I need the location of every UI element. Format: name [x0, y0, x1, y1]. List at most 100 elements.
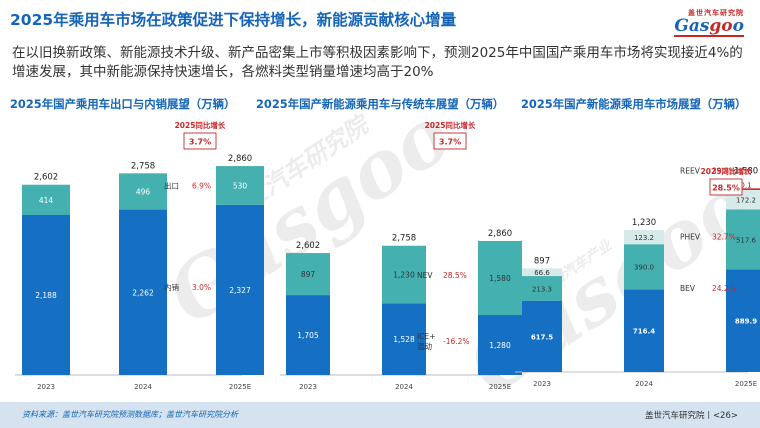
chart-3-xtick-2024: 2024	[635, 380, 653, 388]
chart-1-total-2025E: 2,860	[228, 154, 252, 164]
chart-3-legend-0: BEV	[680, 284, 696, 293]
chart-1-seglabel-2024-1: 496	[136, 187, 151, 196]
chart-2-bar-2025E-1	[478, 240, 522, 316]
chart-3-growth-0: 24.2%	[712, 284, 736, 293]
chart-3-seglabel-2024-0: 716.4	[633, 328, 655, 336]
chart-2-xtick-2024: 2024	[395, 383, 413, 391]
chart-2-xtick-2025E: 2025E	[489, 383, 511, 391]
chart-1-callout-box	[183, 132, 217, 150]
chart-1-xtick-2023: 2023	[37, 383, 55, 391]
logo-underline	[674, 35, 744, 37]
chart-2-seglabel-2023-0: 1,705	[297, 331, 319, 340]
chart-1-legend-0: 内销	[164, 282, 179, 292]
chart-1-bar-2024-1	[119, 173, 167, 210]
chart-2-seglabel-2025E-0: 1,280	[489, 341, 511, 350]
chart-2-legend-0: ICE+	[417, 332, 435, 341]
chart-1-seglabel-2025E-1: 530	[233, 181, 248, 190]
chart-2-seglabel-2024-0: 1,528	[393, 335, 415, 344]
chart-2-legend-1: NEV	[417, 271, 433, 280]
chart-3-bar-2023-0	[522, 300, 562, 372]
chart-2-bar-2023-1	[286, 253, 330, 296]
chart-1-bar-2024-0	[119, 209, 167, 375]
chart-3-bar-2025E-0	[726, 269, 760, 372]
chart-1-growth-1: 6.9%	[192, 181, 211, 190]
chart-1-callout-value: 3.7%	[189, 138, 211, 147]
chart-3-total-2023: 897	[534, 256, 550, 266]
chart-1-growth-0: 3.0%	[192, 283, 211, 292]
chart-3-seglabel-2025E-3: 0.1	[740, 182, 751, 190]
chart-1-bar-2025E-0	[216, 204, 264, 375]
chart-3-callout-box	[709, 178, 743, 196]
footer: 资料来源：盖世汽车研究院预测数据库；盖世汽车研究院分析 盖世汽车研究院丨<26>	[0, 402, 760, 428]
page-title: 2025年乘用车市场在政策促进下保持增长，新能源贡献核心增量	[10, 11, 457, 29]
logo-en-post: o	[732, 16, 744, 36]
chart-3-seglabel-2024-2: 123.2	[634, 234, 654, 242]
chart-3-callout-value: 28.5%	[712, 184, 740, 193]
chart-3-total-2024: 1,230	[632, 218, 656, 228]
chart-2-bar-2024-1	[382, 245, 426, 304]
chart-1-seglabel-2023-1: 414	[39, 196, 54, 205]
chart-3-title: 2025年国产新能源乘用车市场展望（万辆）	[521, 97, 747, 111]
chart-2-bar-2025E-0	[478, 315, 522, 375]
chart-1-seglabel-2024-0: 2,262	[132, 288, 154, 297]
chart-2-growth-0: -16.2%	[443, 337, 470, 346]
logo-cn: 盖世汽车研究院	[688, 9, 744, 17]
logo-en-pre: Gas	[674, 16, 710, 36]
logo: 盖世汽车研究院 Gasgoo	[674, 8, 744, 37]
chart-2-total-2023: 2,602	[296, 241, 320, 251]
chart-2-bar-2024-0	[382, 303, 426, 375]
chart-3-total-2025E: 1,580	[734, 167, 758, 177]
chart-3-bar-2023-1	[522, 276, 562, 301]
chart-3-bar-2023-2	[522, 268, 562, 277]
chart-3-xtick-2025E: 2025E	[735, 380, 757, 388]
chart-2-seglabel-2024-1: 1,230	[393, 271, 415, 280]
chart-1-title: 2025年国产乘用车出口与内销展望（万辆）	[10, 97, 236, 111]
chart-2-callout-box	[433, 132, 467, 150]
chart-3-legend-1: PHEV	[680, 232, 701, 241]
page-subtitle: 在以旧换新政策、新能源技术升级、新产品密集上市等积极因素影响下，预测2025年中…	[12, 45, 743, 80]
chart-2-growth-1: 28.5%	[443, 271, 467, 280]
chart-3-bar-2024-1	[624, 244, 664, 290]
chart-1-seglabel-2023-0: 2,188	[35, 291, 57, 300]
chart-3-seglabel-2023-0: 617.5	[531, 333, 553, 341]
chart-3-seglabel-2023-2: 66.6	[534, 269, 550, 277]
chart-3-seglabel-2023-1: 213.3	[532, 285, 552, 293]
chart-2-callout-value: 3.7%	[439, 138, 461, 147]
footer-source: 资料来源：盖世汽车研究院预测数据库；盖世汽车研究院分析	[22, 410, 238, 419]
chart-3-growth-1: 32.7%	[712, 232, 736, 241]
logo-en: Gasgoo	[674, 16, 744, 36]
chart-3-xtick-2023: 2023	[533, 380, 551, 388]
chart-1-bar-2023-1	[22, 184, 70, 215]
chart-1-total-2024: 2,758	[131, 161, 155, 171]
chart-2-legend-0-line1: 混动	[417, 341, 432, 351]
chart-1-total-2023: 2,602	[34, 173, 58, 183]
chart-3-growth-2: 39.8%	[712, 167, 736, 176]
chart-2-callout-label: 2025同比增长	[425, 120, 476, 130]
chart-3-seglabel-2025E-1: 517.6	[736, 236, 757, 244]
chart-1-xtick-2024: 2024	[134, 383, 152, 391]
chart-3-bar-2024-0	[624, 289, 664, 372]
chart-3-callout-label: 2025同比增长	[701, 166, 752, 176]
chart-2-xtick-2023: 2023	[299, 383, 317, 391]
chart-1-xtick-2025E: 2025E	[229, 383, 251, 391]
chart-1-legend-1: 出口	[164, 180, 179, 190]
chart-3-legend-2: REEV	[680, 167, 701, 176]
chart-2-seglabel-2025E-1: 1,580	[489, 274, 511, 283]
chart-2-bar-2023-0	[286, 295, 330, 375]
chart-2-seglabel-2023-1: 897	[301, 270, 316, 279]
chart-1-callout-label: 2025同比增长	[175, 120, 226, 130]
chart-2-title: 2025年国产新能源乘用车与传统车展望（万辆）	[256, 97, 505, 111]
chart-3-seglabel-2025E-0: 889.9	[735, 318, 757, 326]
chart-3-seglabel-2024-1: 390.0	[634, 264, 654, 272]
chart-2-total-2025E: 2,860	[488, 229, 512, 239]
logo-en-o: go	[709, 16, 733, 36]
chart-1-bar-2025E-1	[216, 166, 264, 205]
chart-2-total-2024: 2,758	[392, 234, 416, 244]
chart-1-bar-2023-0	[22, 215, 70, 375]
chart-3-seglabel-2025E-2: 172.2	[736, 196, 756, 204]
chart-3-bar-2025E-1	[726, 209, 760, 270]
chart-3-bar-2024-2	[624, 229, 664, 245]
footer-brand: 盖世汽车研究院丨<26>	[644, 411, 738, 421]
chart-1-seglabel-2025E-0: 2,327	[229, 286, 251, 295]
